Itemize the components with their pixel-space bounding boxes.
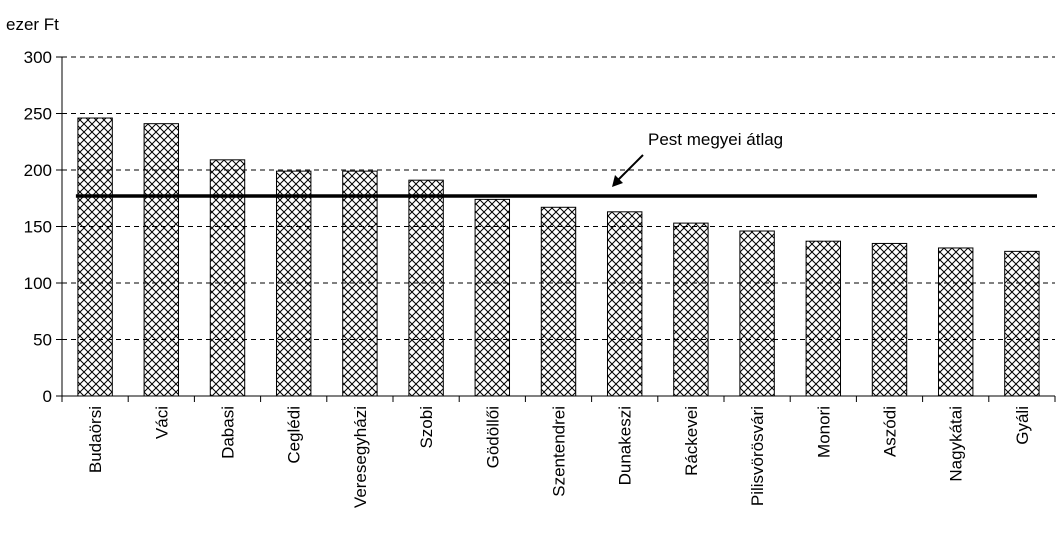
bar: [805, 240, 842, 397]
y-tick-label: 50: [33, 331, 52, 350]
bar: [1004, 250, 1040, 397]
bars: [77, 117, 1040, 397]
y-tick-label: 0: [43, 387, 52, 406]
y-tick-label: 100: [24, 274, 52, 293]
x-tick-label: Veresegyházi: [351, 406, 370, 508]
bar: [540, 206, 577, 397]
bar: [408, 179, 444, 397]
y-tick-label: 150: [24, 218, 52, 237]
x-tick-label: Gyáli: [1013, 406, 1032, 445]
x-tick-label: Pilisvörösvári: [748, 406, 767, 506]
bar: [209, 159, 246, 397]
x-tick-label: Gödöllői: [483, 406, 502, 468]
bar: [673, 222, 709, 397]
bar: [606, 211, 643, 397]
y-tick-label: 300: [24, 48, 52, 67]
y-tick-label: 250: [24, 105, 52, 124]
x-tick-label: Nagykátai: [947, 406, 966, 482]
bar: [739, 230, 775, 397]
bar: [275, 170, 312, 397]
bar: [342, 170, 378, 397]
reference-line-group: Pest megyei átlag: [75, 130, 1037, 198]
x-tick-label: Dabasi: [219, 406, 238, 459]
x-tick-label: Váci: [152, 406, 171, 439]
bar: [937, 247, 974, 397]
y-tick-label: 200: [24, 161, 52, 180]
bar: [474, 198, 511, 397]
axes: [56, 56, 1056, 402]
x-tick-label: Budaörsi: [86, 406, 105, 473]
labels: 0 50 100 150 200 250 300 Budaörsi Váci Dabasi Cegl…: [24, 48, 1032, 508]
x-tick-label: Aszódi: [881, 406, 900, 457]
x-tick-label: Monori: [814, 406, 833, 458]
x-tick-label: Ráckevei: [682, 406, 701, 476]
y-unit-label: ezer Ft: [6, 15, 59, 34]
x-tick-label: Szentendrei: [550, 406, 569, 497]
bar: [871, 242, 908, 397]
x-tick-label: Szobi: [417, 406, 436, 449]
annotation-arrow-head: [612, 175, 623, 187]
x-tick-label: Dunakeszi: [616, 406, 635, 485]
reference-line-label: Pest megyei átlag: [648, 130, 783, 149]
bar: [77, 117, 113, 397]
x-tick-label: Ceglédi: [285, 406, 304, 464]
bar: [143, 123, 180, 397]
